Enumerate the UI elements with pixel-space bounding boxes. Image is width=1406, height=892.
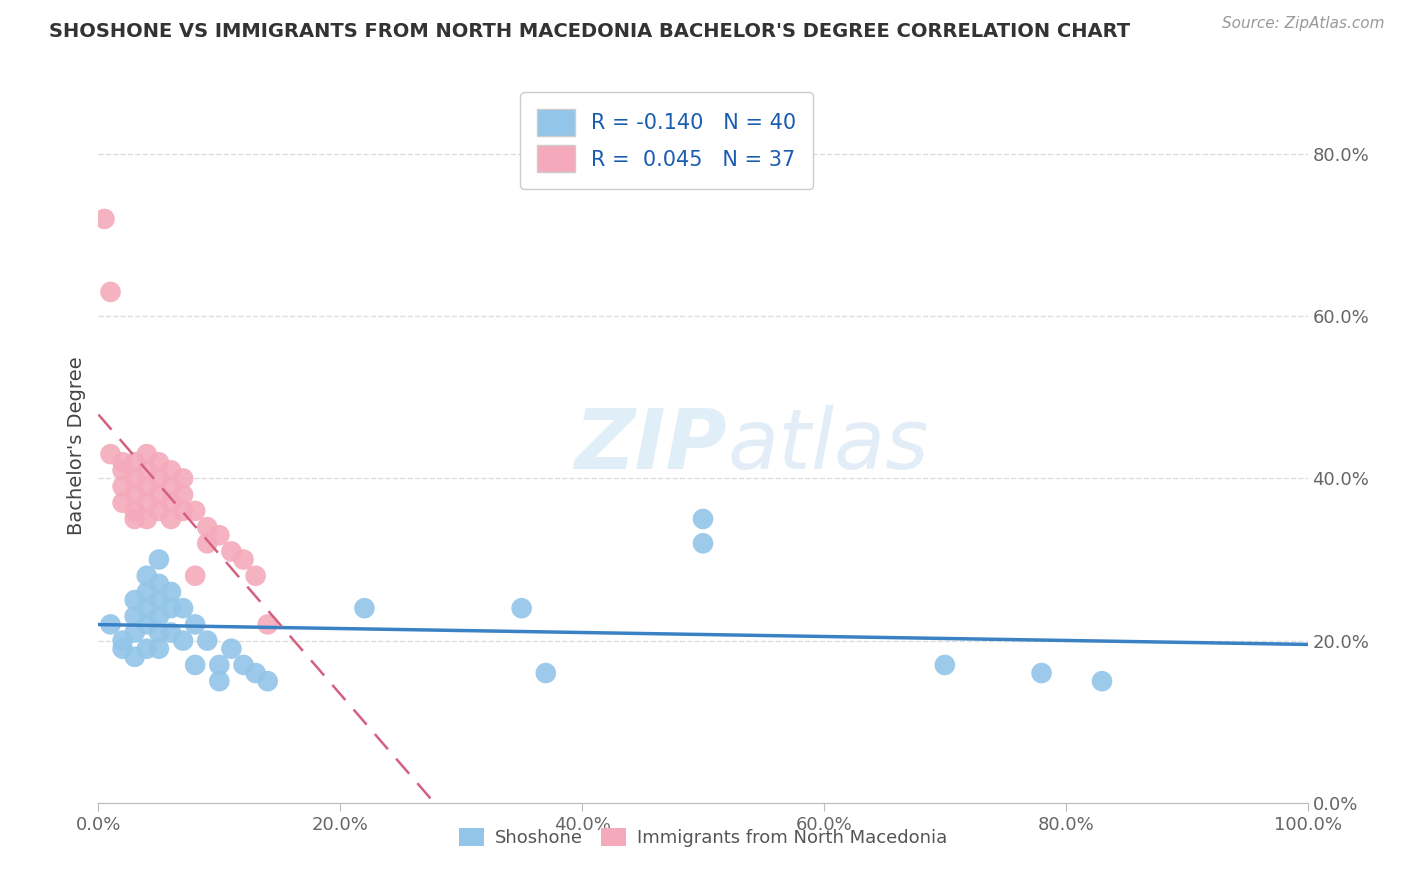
Point: [111, 641, 134, 656]
Point: [195, 536, 218, 550]
Point: [245, 568, 267, 582]
Text: SHOSHONE VS IMMIGRANTS FROM NORTH MACEDONIA BACHELOR'S DEGREE CORRELATION CHART: SHOSHONE VS IMMIGRANTS FROM NORTH MACEDO…: [49, 22, 1130, 41]
Point: [208, 528, 231, 542]
Point: [172, 601, 194, 615]
Point: [124, 512, 146, 526]
Text: ZIP: ZIP: [575, 406, 727, 486]
Point: [100, 447, 122, 461]
Point: [148, 625, 170, 640]
Point: [184, 617, 207, 632]
Point: [1091, 674, 1114, 689]
Point: [148, 641, 170, 656]
Point: [160, 625, 183, 640]
Point: [160, 479, 183, 493]
Point: [148, 593, 170, 607]
Point: [93, 211, 115, 226]
Point: [1031, 666, 1053, 681]
Point: [111, 633, 134, 648]
Point: [148, 455, 170, 469]
Point: [135, 568, 157, 582]
Point: [256, 674, 278, 689]
Point: [160, 512, 183, 526]
Point: [184, 504, 207, 518]
Point: [135, 641, 157, 656]
Point: [160, 585, 183, 599]
Point: [232, 657, 254, 672]
Point: [172, 471, 194, 485]
Point: [232, 552, 254, 566]
Point: [195, 633, 218, 648]
Point: [172, 633, 194, 648]
Point: [135, 585, 157, 599]
Point: [135, 601, 157, 615]
Point: [160, 601, 183, 615]
Point: [124, 609, 146, 624]
Point: [100, 617, 122, 632]
Point: [124, 625, 146, 640]
Point: [135, 512, 157, 526]
Point: [124, 593, 146, 607]
Legend: Shoshone, Immigrants from North Macedonia: Shoshone, Immigrants from North Macedoni…: [451, 821, 955, 855]
Point: [135, 617, 157, 632]
Point: [124, 649, 146, 664]
Point: [148, 504, 170, 518]
Point: [160, 463, 183, 477]
Point: [100, 285, 122, 299]
Point: [934, 657, 956, 672]
Point: [195, 520, 218, 534]
Point: [245, 666, 267, 681]
Point: [124, 471, 146, 485]
Point: [111, 455, 134, 469]
Point: [534, 666, 557, 681]
Point: [148, 577, 170, 591]
Point: [172, 504, 194, 518]
Point: [256, 617, 278, 632]
Point: [135, 447, 157, 461]
Point: [172, 488, 194, 502]
Point: [184, 657, 207, 672]
Point: [135, 463, 157, 477]
Point: [510, 601, 533, 615]
Point: [160, 496, 183, 510]
Point: [111, 463, 134, 477]
Point: [111, 479, 134, 493]
Point: [184, 568, 207, 582]
Point: [221, 544, 243, 558]
Text: atlas: atlas: [727, 406, 929, 486]
Y-axis label: Bachelor's Degree: Bachelor's Degree: [67, 357, 86, 535]
Point: [208, 657, 231, 672]
Point: [135, 479, 157, 493]
Point: [353, 601, 375, 615]
Point: [692, 536, 714, 550]
Point: [208, 674, 231, 689]
Point: [148, 609, 170, 624]
Point: [148, 488, 170, 502]
Point: [221, 641, 243, 656]
Text: Source: ZipAtlas.com: Source: ZipAtlas.com: [1222, 16, 1385, 31]
Point: [148, 552, 170, 566]
Point: [692, 512, 714, 526]
Point: [124, 488, 146, 502]
Point: [124, 455, 146, 469]
Point: [111, 496, 134, 510]
Point: [148, 471, 170, 485]
Point: [124, 504, 146, 518]
Point: [135, 496, 157, 510]
